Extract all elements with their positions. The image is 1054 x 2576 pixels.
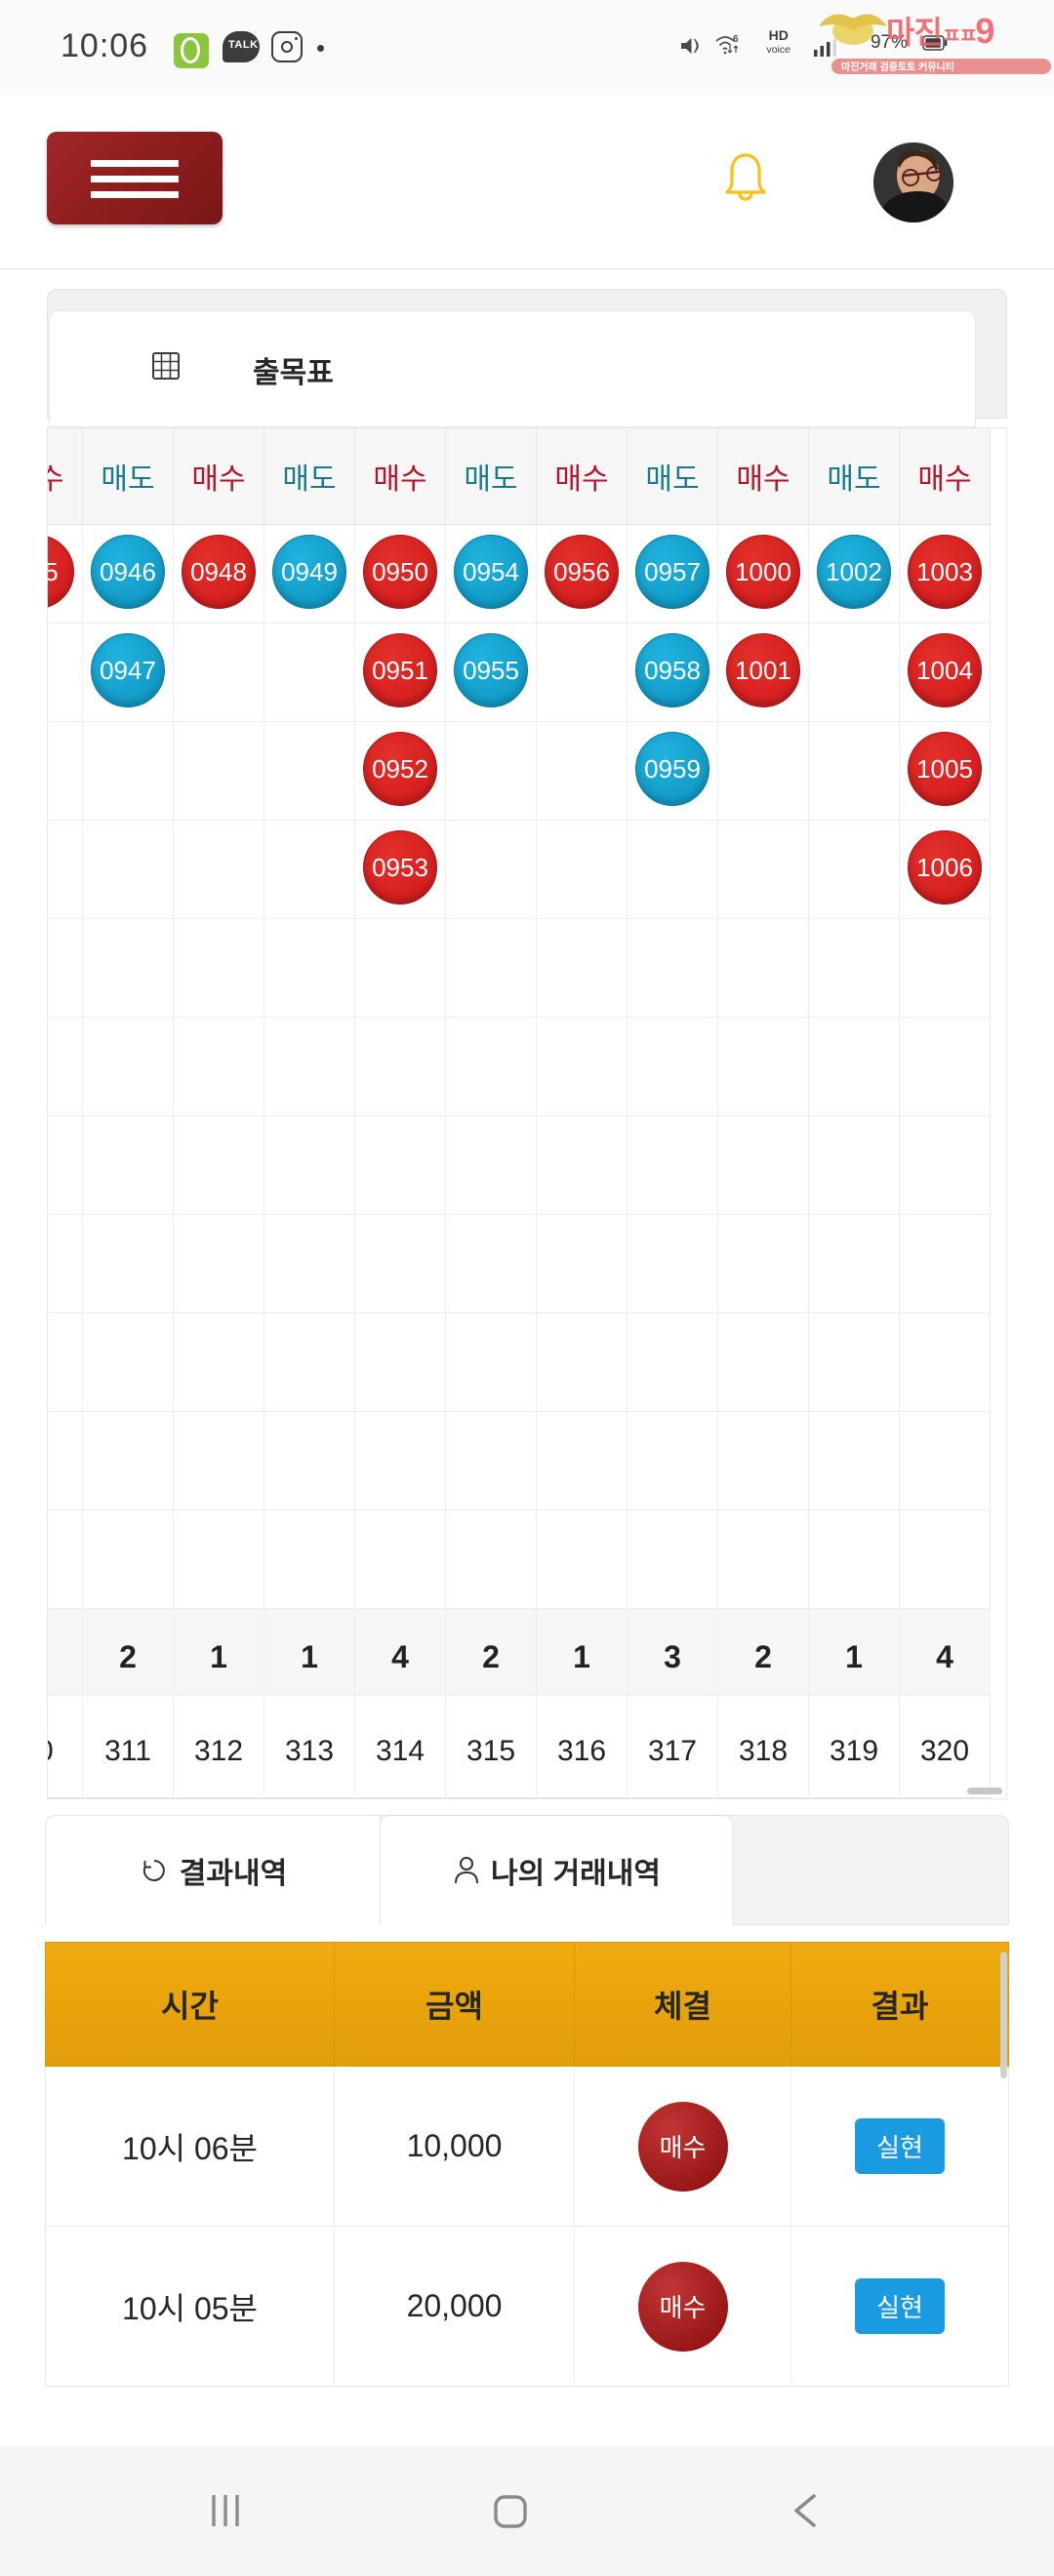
svg-text:6: 6 [733, 34, 739, 45]
